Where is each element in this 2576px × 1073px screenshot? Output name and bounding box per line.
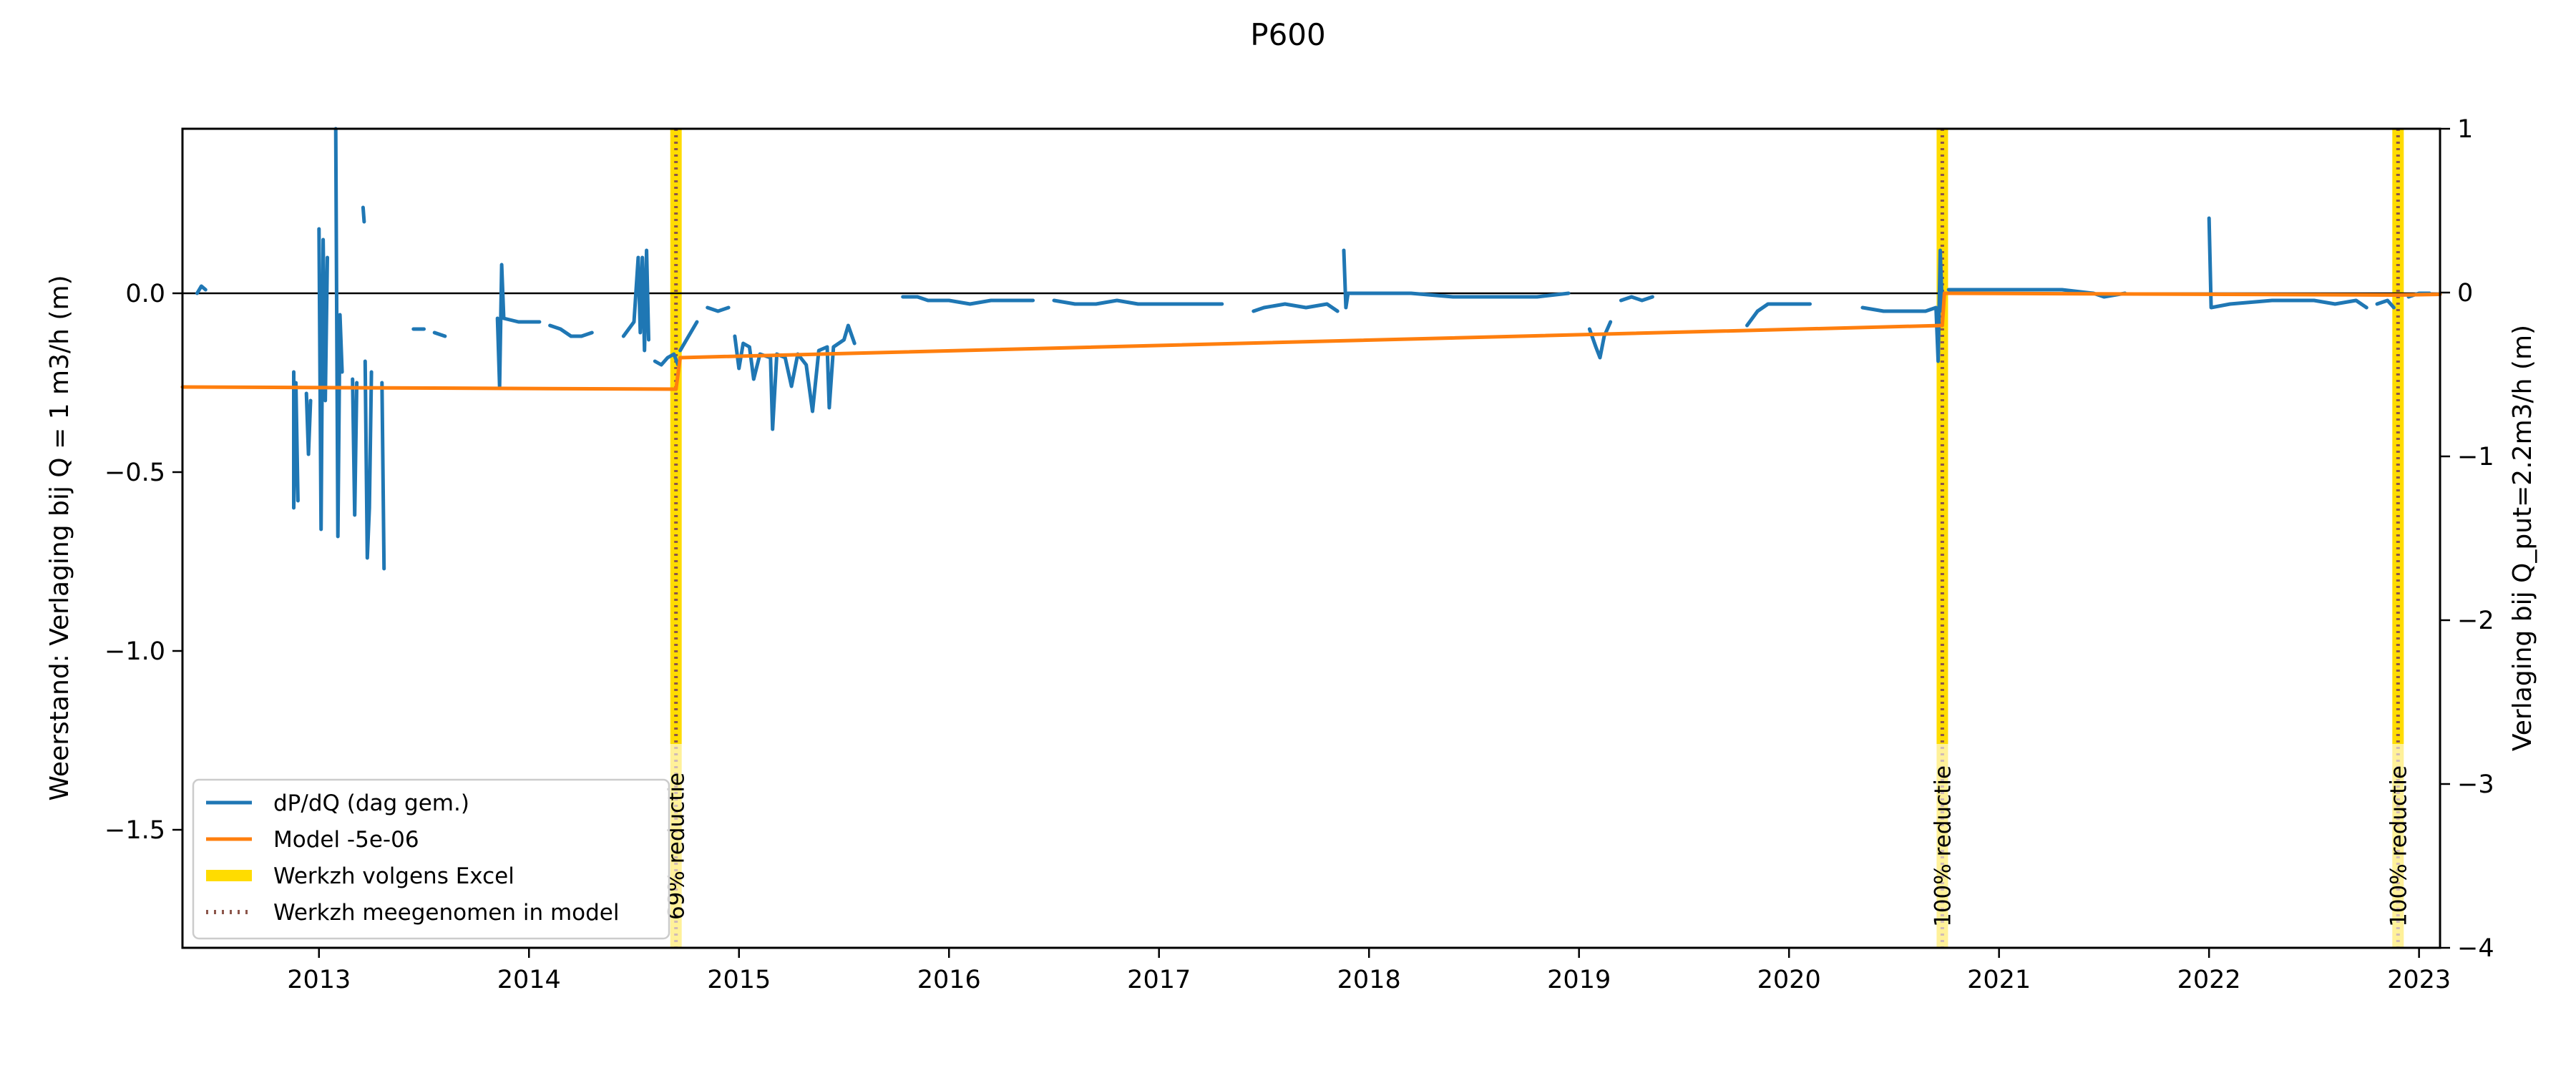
x-tick-label: 2018 [1337,966,1401,994]
y-axis-title-left: Weerstand: Verlaging bij Q = 1 m3/h (m) [45,275,74,800]
legend: dP/dQ (dag gem.) Model -5e-06 Werkzh volge… [192,778,670,940]
series-line [678,323,1944,360]
legend-label: Werkzh meegenomen in model [273,900,620,926]
x-tick-label: 2019 [1547,966,1611,994]
series-dpdq [195,127,2431,571]
y2-tick-label: −4 [2457,934,2494,963]
y2-tick-label: 0 [2457,279,2473,308]
series-line [180,385,678,391]
series-line [1860,248,1944,363]
x-tick-label: 2023 [2387,966,2451,994]
series-line [901,295,1035,306]
series-line [333,127,344,539]
series-line [292,370,300,510]
x-tick-label: 2017 [1127,966,1191,994]
y-tick-label: −1.5 [104,816,165,845]
series-line [548,323,594,338]
series-line [351,377,359,517]
y2-tick-label: 1 [2457,115,2473,144]
series-line [1940,291,1946,328]
series-line [432,330,447,338]
series-line [361,205,366,224]
series-line [706,305,731,313]
y2-tick-label: −3 [2457,770,2494,799]
y-axis-left: 0.0 −0.5 −1.0 −1.5 [104,280,182,845]
series-line [674,356,683,391]
series-line [1342,248,1571,310]
y-axis-right: 1 0 −1 −2 −3 −4 [2440,115,2494,963]
series-model [180,291,2442,391]
y-axis-title-right: Verlaging bij Q_put=2.2m3/h (m) [2508,325,2537,751]
series-line [317,227,329,531]
x-tick-label: 2015 [707,966,771,994]
series-line [1619,295,1654,303]
legend-box [192,778,670,940]
y-tick-label: −0.5 [104,459,165,487]
x-tick-label: 2016 [917,966,981,994]
event-label: 100% reductie [2386,765,2411,927]
x-tick-label: 2013 [287,966,351,994]
legend-label: Model -5e-06 [273,827,419,853]
series-line [304,391,313,456]
series-line [380,381,386,571]
event-label-box [2386,744,2411,948]
y-tick-label: −1.0 [104,637,165,666]
series-line [2207,216,2368,310]
series-line [495,263,542,388]
chart-title: P600 [1250,17,1326,52]
series-line [1745,302,1812,328]
series-line [1587,320,1613,360]
legend-label: Werkzh volgens Excel [273,863,514,889]
y2-tick-label: −1 [2457,443,2494,471]
series-line [1946,288,2127,299]
x-axis: 2013 2014 2015 2016 2017 2018 2019 2020 2021 2022… [287,948,2451,994]
y-tick-label: 0.0 [125,280,165,308]
series-line [621,248,650,353]
series-line [1252,302,1340,313]
x-tick-label: 2020 [1757,966,1821,994]
series-line [653,352,680,367]
y2-tick-label: −2 [2457,607,2494,635]
series-line [195,284,208,295]
x-tick-label: 2014 [497,966,561,994]
legend-label: dP/dQ (dag gem.) [273,790,469,816]
x-tick-label: 2022 [2177,966,2241,994]
series-line [733,323,857,431]
series-line [1942,291,2400,297]
plot-frame [181,127,2441,949]
event-label: 100% reductie [1930,765,1956,927]
series-line [2375,298,2396,310]
x-tick-label: 2021 [1967,966,2031,994]
series-line [1052,298,1224,306]
series-line [678,320,699,353]
series-layer [180,127,2442,571]
event-label-box [1930,744,1955,948]
series-line [363,359,374,560]
